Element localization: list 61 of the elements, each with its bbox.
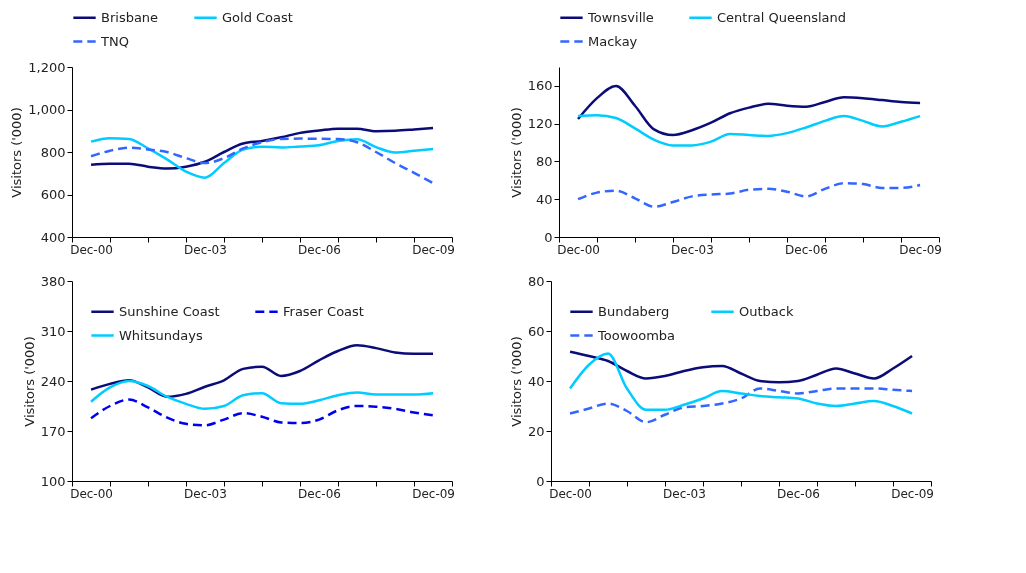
legend-label: TNQ <box>100 33 129 49</box>
y-tick-label: 80 <box>527 273 545 289</box>
legend-label: Gold Coast <box>222 9 293 25</box>
legend-label: Fraser Coast <box>283 303 364 319</box>
x-tick-label: Dec-09 <box>412 486 455 501</box>
y-tick-label: 240 <box>40 373 66 389</box>
x-tick-label: Dec-00 <box>70 486 113 501</box>
line-series <box>576 84 922 137</box>
x-tick-label: Dec-06 <box>298 242 341 257</box>
x-tick-label: Dec-03 <box>671 242 714 257</box>
legend-label: Outback <box>739 303 794 319</box>
y-tick-label: 1,000 <box>28 102 66 117</box>
x-tick-label: Dec-03 <box>184 486 227 501</box>
line-series <box>89 126 435 170</box>
legend-label: Central Queensland <box>717 9 847 25</box>
line-series <box>568 387 914 424</box>
y-tick-label: 160 <box>527 78 553 94</box>
y-tick-label: 0 <box>536 473 545 489</box>
y-tick-label: 310 <box>40 323 66 339</box>
x-tick-label: Dec-09 <box>899 242 942 257</box>
x-tick-label: Dec-09 <box>412 242 455 257</box>
legend-label: Whitsundays <box>119 327 203 343</box>
legend-label: Townsville <box>587 9 654 25</box>
y-tick-label: 40 <box>527 373 545 389</box>
y-tick-label: 1,200 <box>28 59 66 75</box>
y-tick-label: 600 <box>40 187 66 202</box>
x-tick-label: Dec-06 <box>298 486 341 501</box>
y-tick-label: 60 <box>527 323 545 339</box>
y-tick-label: 400 <box>40 229 66 245</box>
line-series <box>576 113 922 147</box>
x-tick-label: Dec-00 <box>557 242 600 257</box>
y-tick-label: 20 <box>527 423 545 439</box>
line-series <box>568 350 914 384</box>
y-tick-label: 120 <box>527 116 553 132</box>
y-axis-title: Visitors ('000) <box>508 336 524 427</box>
x-tick-label: Dec-03 <box>184 242 227 257</box>
legend-label: Brisbane <box>101 9 159 25</box>
legend-label: Bundaberg <box>598 303 670 319</box>
x-tick-label: Dec-09 <box>891 486 934 501</box>
y-tick-label: 100 <box>40 473 66 489</box>
x-tick-label: Dec-03 <box>663 486 706 501</box>
legend-label: Toowoomba <box>597 327 676 343</box>
line-series <box>89 398 435 427</box>
legend-label: Sunshine Coast <box>119 303 220 319</box>
y-tick-label: 40 <box>535 191 553 207</box>
x-tick-label: Dec-00 <box>549 486 592 501</box>
y-tick-label: 380 <box>40 273 66 289</box>
x-tick-label: Dec-06 <box>777 486 820 501</box>
line-series <box>568 352 914 415</box>
legend-label: Mackay <box>588 33 638 49</box>
y-tick-label: 0 <box>544 229 553 245</box>
y-axis-title: Visitors ('000) <box>508 107 524 198</box>
y-tick-label: 170 <box>40 423 66 439</box>
y-axis-title: Visitors ('000) <box>9 107 25 198</box>
x-tick-label: Dec-00 <box>70 242 113 257</box>
line-series <box>576 181 922 209</box>
line-series <box>89 379 435 411</box>
y-axis-title: Visitors ('000) <box>21 336 37 427</box>
y-tick-label: 800 <box>40 144 66 160</box>
x-tick-label: Dec-06 <box>785 242 828 257</box>
y-tick-label: 80 <box>535 153 553 169</box>
